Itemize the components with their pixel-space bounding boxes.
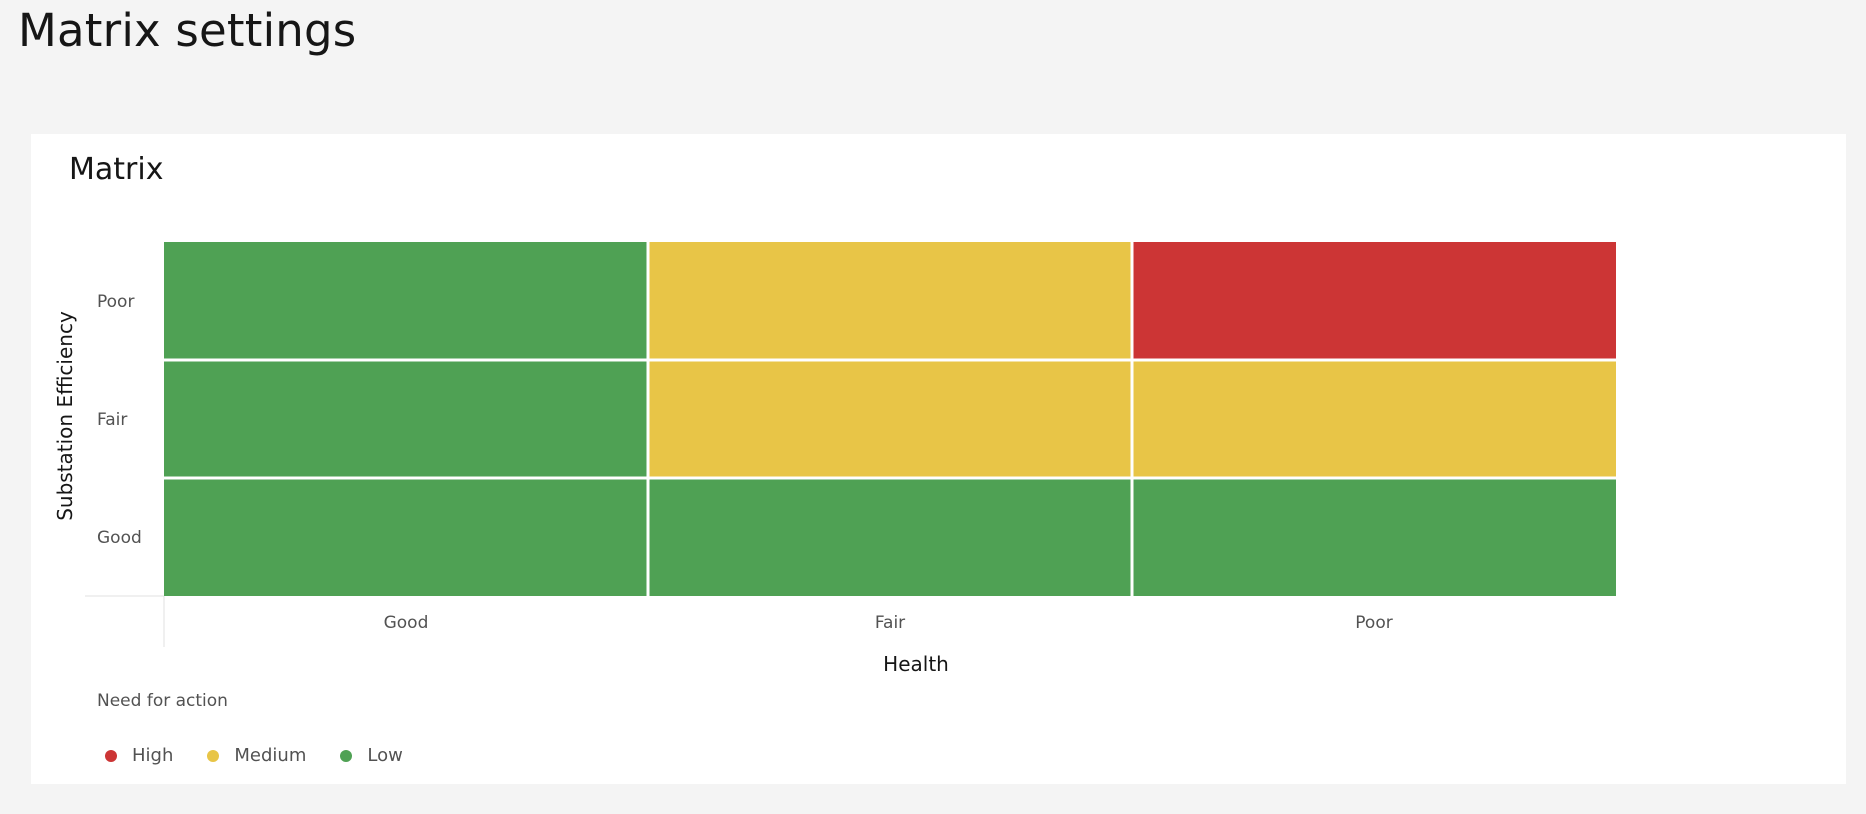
legend-dot-icon [105,750,117,762]
x-tick-label: Good [384,613,429,633]
page-title: Matrix settings [18,4,357,57]
x-tick-label: Poor [1355,613,1392,633]
y-tick-label: Poor [97,292,134,312]
legend-title: Need for action [97,691,228,711]
matrix-cell-good-poor [1133,479,1616,596]
matrix-cell-poor-fair [649,242,1131,359]
matrix-chart: Poor Fair Good Good Fair Poor Health Substat… [53,242,1616,676]
legend-dot-icon [207,750,220,762]
x-tick-label: Fair [875,613,905,633]
legend: High Medium Low [105,744,437,768]
y-tick-label: Fair [97,410,127,430]
matrix-cell-fair-poor [1133,361,1616,477]
matrix-cell-good-fair [649,479,1131,596]
legend-dot-icon [340,750,353,762]
x-axis-title: Health [883,652,949,676]
legend-label: High [132,745,174,766]
matrix-cell-poor-good [164,242,647,359]
matrix-cell-fair-fair [649,361,1131,477]
legend-label: Low [367,745,403,766]
legend-item-high: High [105,744,173,768]
matrix-cell-fair-good [164,361,647,477]
legend-item-medium: Medium [207,744,306,768]
legend-label: Medium [234,745,307,766]
matrix-cell-poor-poor [1133,242,1616,359]
matrix-card: Matrix Poor Fair Good Good Fair Poor Health … [31,134,1846,784]
y-tick-label: Good [97,528,142,548]
card-title: Matrix [69,152,164,187]
y-axis-title: Substation Efficiency [53,311,77,521]
legend-item-low: Low [340,744,403,768]
matrix-cell-good-good [164,479,647,596]
